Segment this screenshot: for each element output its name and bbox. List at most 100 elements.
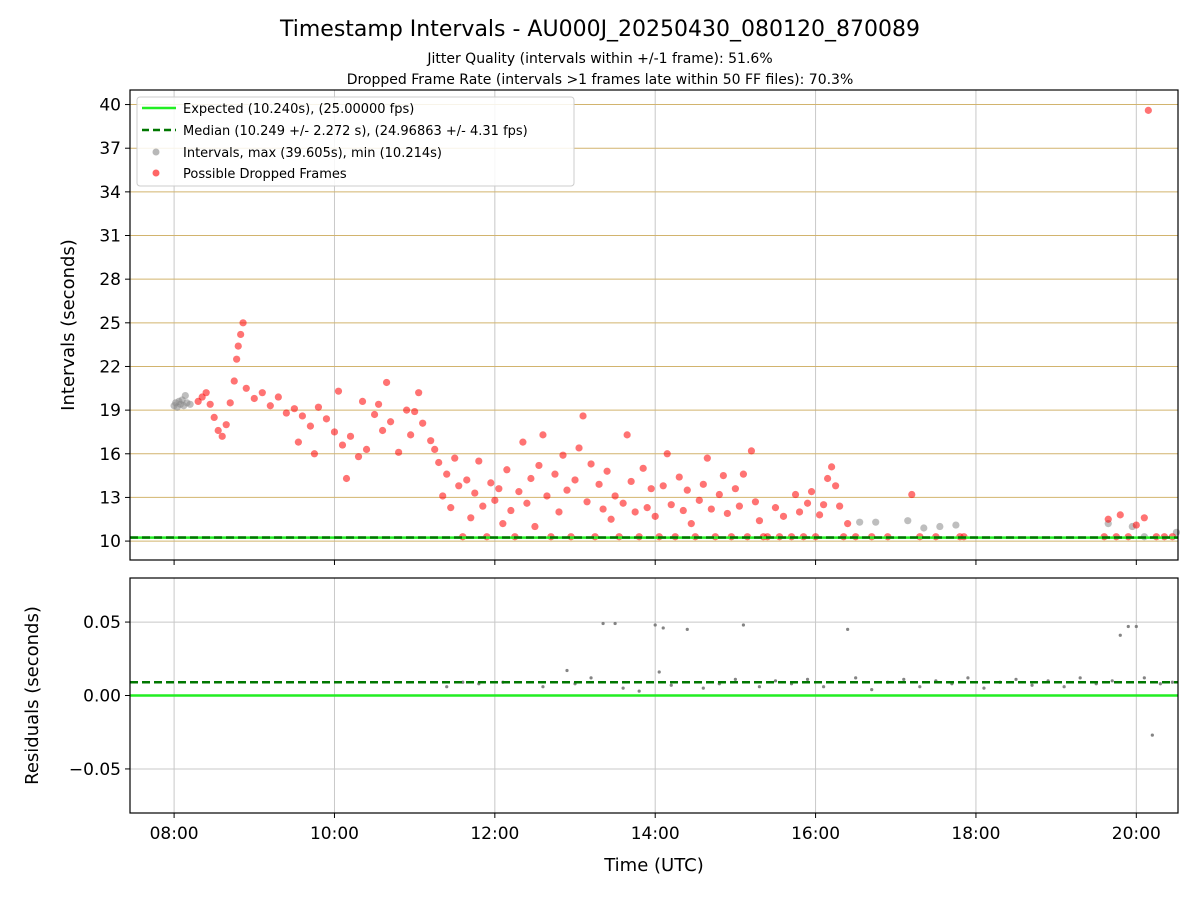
dropped-frame-point: [751, 498, 760, 506]
residual-point: [653, 623, 657, 627]
residual-point: [601, 621, 605, 626]
dropped-frame-point: [242, 384, 250, 392]
dropped-frame-point: [607, 515, 615, 523]
y-tick-label: 25: [99, 314, 121, 334]
dropped-frame-point: [832, 482, 840, 490]
dropped-frame-point: [507, 506, 515, 515]
dropped-frame-point: [731, 485, 739, 493]
residual-point: [657, 670, 661, 674]
dropped-frame-point: [543, 492, 551, 500]
dropped-frame-point: [611, 492, 619, 500]
dropped-frame-point: [233, 355, 241, 363]
dropped-frame-point: [707, 505, 715, 513]
residual-point: [902, 677, 906, 681]
y-tick-label: 22: [99, 357, 121, 377]
dropped-frame-point: [451, 454, 459, 462]
dropped-frame-point: [226, 399, 234, 407]
x-axis-label: Time (UTC): [603, 855, 704, 876]
residual-point: [757, 685, 762, 689]
y-tick-label: −0.05: [69, 760, 121, 780]
dropped-frame-point: [527, 474, 535, 483]
dropped-frame-point: [795, 508, 804, 516]
dropped-frame-point: [551, 470, 559, 478]
dropped-frame-point: [282, 409, 290, 417]
dropped-frame-point: [407, 431, 415, 439]
y-tick-label: 0.00: [83, 687, 121, 707]
dropped-frame-point: [358, 397, 367, 405]
dropped-frame-point: [579, 412, 587, 420]
legend-box: [136, 96, 575, 187]
dropped-frame-point: [1144, 106, 1152, 114]
legend-median-label: Median (10.249 +/- 2.272 s), (24.96863 +…: [183, 124, 528, 139]
dropped-frame-point: [559, 451, 567, 459]
dropped-frame-point: [627, 477, 635, 486]
dropped-frame-point: [495, 485, 503, 493]
y-tick-label: 31: [99, 227, 121, 247]
dropped-frame-point: [237, 330, 245, 339]
dropped-frame-point: [354, 453, 363, 461]
dropped-frame-point: [258, 389, 266, 397]
dropped-frame-point: [623, 431, 631, 439]
residual-point: [1126, 624, 1130, 629]
y-tick-label: 19: [99, 401, 121, 421]
intervals-panel: 10 13 16 19 22 25 28 31 34 37 40 Intervals (seconds…: [58, 89, 1180, 565]
dropped-frame-point: [583, 498, 591, 506]
y-tick-label: 16: [99, 445, 121, 465]
y-tick-label: 34: [99, 183, 121, 203]
residual-point: [1078, 676, 1082, 680]
dropped-frame-point: [703, 454, 711, 462]
dropped-frame-point: [531, 522, 539, 531]
dropped-frame-point: [210, 413, 218, 421]
dropped-frame-point: [719, 472, 727, 480]
dropped-frame-point: [803, 499, 812, 507]
dropped-frame-point: [755, 517, 764, 525]
residual-point: [589, 676, 593, 680]
dropped-frame-point: [631, 508, 639, 516]
chart-subtitle-dropped: Dropped Frame Rate (intervals >1 frames …: [347, 72, 854, 88]
dropped-frame-point: [487, 479, 495, 487]
dropped-frame-point: [338, 441, 347, 449]
dropped-frame-point: [411, 407, 419, 416]
residual-point: [733, 677, 737, 681]
dropped-frame-point: [415, 389, 423, 397]
legend-intervals-swatch: [152, 148, 160, 156]
residual-point: [854, 676, 858, 680]
dropped-frame-point: [667, 501, 675, 509]
dropped-frame-point: [595, 480, 603, 488]
legend-intervals-label: Intervals, max (39.605s), min (10.214s): [183, 146, 442, 161]
dropped-frame-point: [663, 450, 671, 458]
dropped-frame-point: [739, 470, 748, 478]
dropped-frame-point: [230, 377, 238, 385]
dropped-frame-point: [1132, 521, 1140, 529]
dropped-frame-point: [467, 514, 475, 522]
dropped-frame-point: [679, 506, 687, 515]
legend-dropped-swatch: [152, 169, 160, 177]
dropped-frame-point: [463, 476, 471, 484]
dropped-frame-point: [382, 378, 391, 387]
dropped-frame-point: [555, 508, 563, 516]
residual-point: [1062, 685, 1066, 689]
residual-point: [661, 626, 665, 630]
dropped-frame-point: [1140, 514, 1148, 522]
dropped-frame-point: [603, 467, 611, 475]
dropped-frame-point: [836, 502, 844, 510]
dropped-frame-point: [659, 482, 667, 490]
dropped-frame-point: [298, 412, 306, 420]
dropped-frame-point: [386, 418, 395, 426]
dropped-frame-point: [306, 422, 315, 430]
y-axis-label: Residuals (seconds): [22, 606, 43, 785]
dropped-frame-point: [202, 389, 210, 397]
dropped-frame-point: [575, 444, 583, 452]
residual-point: [870, 688, 874, 692]
dropped-frame-point: [571, 476, 579, 484]
dropped-frame-point: [443, 470, 451, 478]
x-tick-label: 12:00: [470, 824, 519, 844]
dropped-frame-point: [395, 448, 403, 456]
dropped-frame-point: [695, 496, 703, 504]
dropped-frame-point: [475, 457, 483, 465]
dropped-frame-point: [314, 403, 323, 411]
dropped-frame-point: [587, 460, 595, 468]
residual-point: [1158, 682, 1162, 686]
dropped-frame-point: [266, 402, 274, 410]
dropped-frame-point: [503, 466, 511, 474]
